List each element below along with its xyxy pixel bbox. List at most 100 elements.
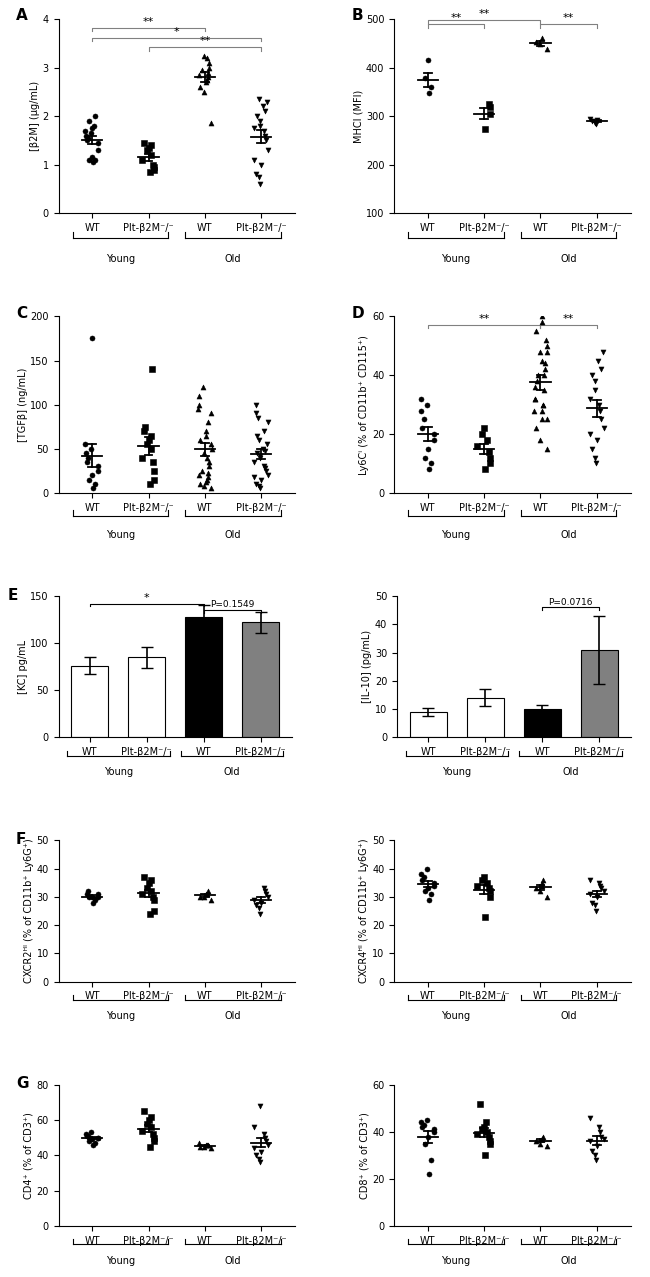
- Point: [422, 395, 432, 415]
- Point: [202, 881, 213, 902]
- Point: [254, 166, 265, 186]
- Point: [255, 446, 265, 466]
- Point: [584, 870, 595, 890]
- Point: [479, 867, 489, 888]
- Y-axis label: CXCR4ᴴᴵ (% of CD11b⁺ Ly6G⁺): CXCR4ᴴᴵ (% of CD11b⁺ Ly6G⁺): [359, 839, 369, 983]
- Point: [86, 123, 97, 143]
- Point: [259, 458, 270, 479]
- Point: [146, 135, 156, 156]
- Text: Old: Old: [560, 1011, 577, 1022]
- Point: [594, 1117, 604, 1138]
- Point: [260, 884, 270, 904]
- Point: [420, 447, 430, 467]
- Point: [535, 34, 545, 55]
- Point: [423, 1163, 434, 1184]
- Text: Old: Old: [560, 1255, 577, 1266]
- Point: [136, 447, 147, 467]
- Point: [420, 68, 430, 88]
- Point: [255, 111, 265, 132]
- Point: [145, 474, 155, 494]
- Point: [536, 409, 547, 429]
- Point: [149, 1131, 159, 1152]
- Point: [254, 430, 264, 451]
- Point: [477, 1119, 488, 1139]
- Point: [599, 881, 609, 902]
- Point: [148, 1124, 159, 1144]
- Point: [537, 400, 547, 420]
- Point: [480, 119, 491, 139]
- Point: [541, 409, 552, 429]
- Point: [416, 388, 426, 409]
- Point: [479, 418, 489, 438]
- Point: [251, 395, 261, 415]
- Point: [428, 872, 439, 893]
- Point: [482, 430, 492, 451]
- Point: [255, 174, 265, 194]
- Point: [84, 149, 94, 170]
- Point: [426, 453, 436, 474]
- Point: [485, 453, 495, 474]
- Point: [428, 424, 439, 444]
- Point: [88, 152, 98, 172]
- Point: [536, 27, 547, 47]
- Point: [146, 359, 157, 379]
- Point: [263, 412, 274, 433]
- Text: Young: Young: [441, 1255, 471, 1266]
- Text: D: D: [352, 306, 364, 321]
- Point: [253, 407, 263, 428]
- Point: [198, 377, 208, 397]
- Bar: [242, 622, 279, 737]
- Point: [536, 1129, 547, 1149]
- Point: [428, 1121, 439, 1142]
- Point: [587, 111, 597, 132]
- Point: [482, 1121, 492, 1142]
- Bar: [410, 711, 447, 737]
- Point: [249, 117, 259, 138]
- Point: [485, 103, 495, 124]
- Point: [255, 479, 265, 499]
- Point: [202, 1134, 213, 1154]
- Point: [93, 884, 103, 904]
- Point: [537, 312, 547, 332]
- Text: Old: Old: [224, 767, 240, 776]
- Point: [81, 125, 91, 146]
- Point: [139, 421, 150, 442]
- Point: [207, 438, 217, 458]
- Point: [428, 875, 439, 895]
- Point: [420, 1134, 430, 1154]
- Point: [80, 120, 90, 140]
- Point: [417, 870, 428, 890]
- Y-axis label: MHCI (MFI): MHCI (MFI): [353, 89, 363, 143]
- Point: [485, 97, 495, 117]
- Point: [201, 472, 211, 493]
- Point: [417, 418, 428, 438]
- Y-axis label: Ly6Cⁱ (% of CD11b⁺ CD115⁺): Ly6Cⁱ (% of CD11b⁺ CD115⁺): [359, 335, 369, 475]
- Point: [93, 461, 103, 481]
- Point: [423, 890, 434, 911]
- Point: [90, 149, 101, 170]
- Point: [536, 875, 547, 895]
- Point: [202, 884, 212, 904]
- Point: [531, 321, 541, 341]
- Y-axis label: CD8⁺ (% of CD3⁺): CD8⁺ (% of CD3⁺): [359, 1112, 369, 1199]
- Point: [587, 893, 597, 913]
- Point: [257, 438, 268, 458]
- Text: B: B: [352, 8, 363, 23]
- Point: [531, 879, 541, 899]
- Point: [595, 400, 606, 420]
- Point: [485, 1131, 495, 1152]
- Text: Young: Young: [106, 1011, 135, 1022]
- Point: [538, 395, 549, 415]
- Point: [201, 421, 211, 442]
- Point: [199, 82, 209, 102]
- Point: [252, 895, 262, 916]
- Point: [93, 140, 103, 161]
- Point: [260, 461, 270, 481]
- Point: [84, 1131, 94, 1152]
- Point: [477, 870, 488, 890]
- Text: Young: Young: [106, 530, 135, 540]
- Point: [472, 1124, 482, 1144]
- Point: [87, 465, 98, 485]
- Point: [146, 1106, 156, 1126]
- Point: [416, 865, 426, 885]
